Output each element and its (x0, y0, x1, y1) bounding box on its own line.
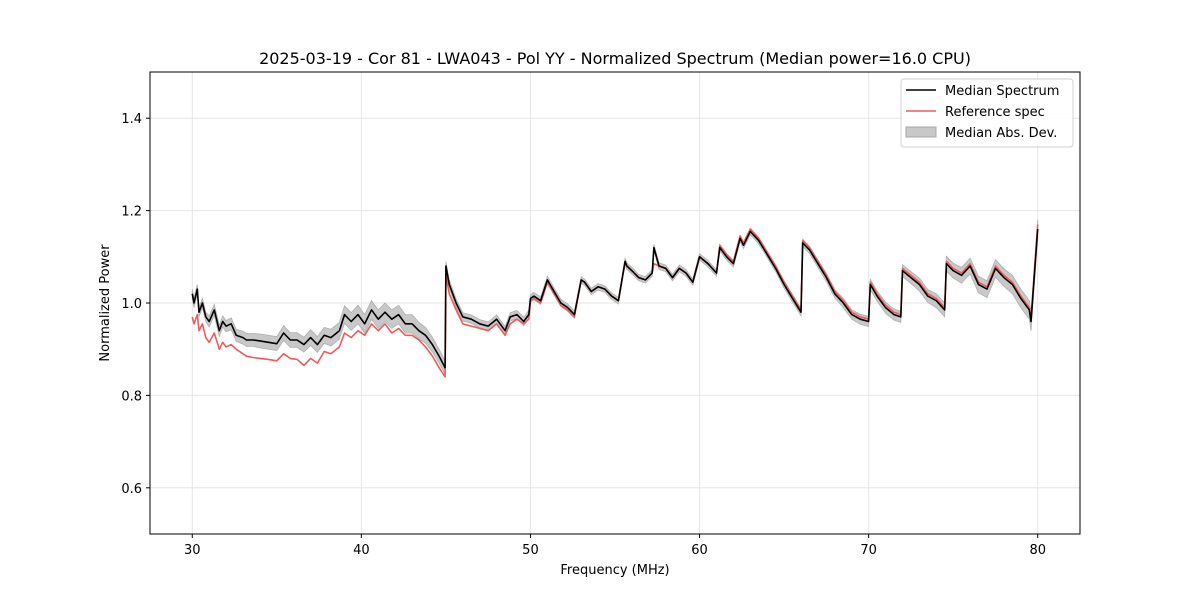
median-spectrum-line (191, 229, 1039, 369)
x-tick-label: 40 (353, 543, 370, 558)
series-lines (191, 224, 1039, 378)
chart-title: 2025-03-19 - Cor 81 - LWA043 - Pol YY - … (259, 49, 971, 68)
x-tick-label: 70 (860, 543, 877, 558)
x-tick-label: 50 (522, 543, 539, 558)
x-axis-ticks: 30 40 50 60 70 80 (184, 534, 1046, 558)
legend: Median Spectrum Reference spec Median Ab… (900, 78, 1074, 148)
legend-swatch-mad (905, 126, 937, 138)
legend-label-reference: Reference spec (945, 105, 1045, 120)
y-tick-label: 0.8 (121, 389, 142, 404)
legend-label-mad: Median Abs. Dev. (945, 126, 1057, 141)
legend-box (900, 78, 1074, 148)
x-tick-label: 30 (184, 543, 201, 558)
y-axis-ticks: 0.6 0.8 1.0 1.2 1.4 (121, 112, 150, 497)
x-tick-label: 60 (691, 543, 708, 558)
x-axis-label: Frequency (MHz) (560, 563, 669, 578)
y-axis-label: Normalized Power (98, 244, 113, 362)
legend-label-median: Median Spectrum (945, 84, 1059, 99)
y-tick-label: 0.6 (121, 482, 142, 497)
x-tick-label: 80 (1029, 543, 1046, 558)
y-tick-label: 1.4 (121, 112, 142, 127)
y-tick-label: 1.2 (121, 205, 142, 220)
y-tick-label: 1.0 (121, 297, 142, 312)
